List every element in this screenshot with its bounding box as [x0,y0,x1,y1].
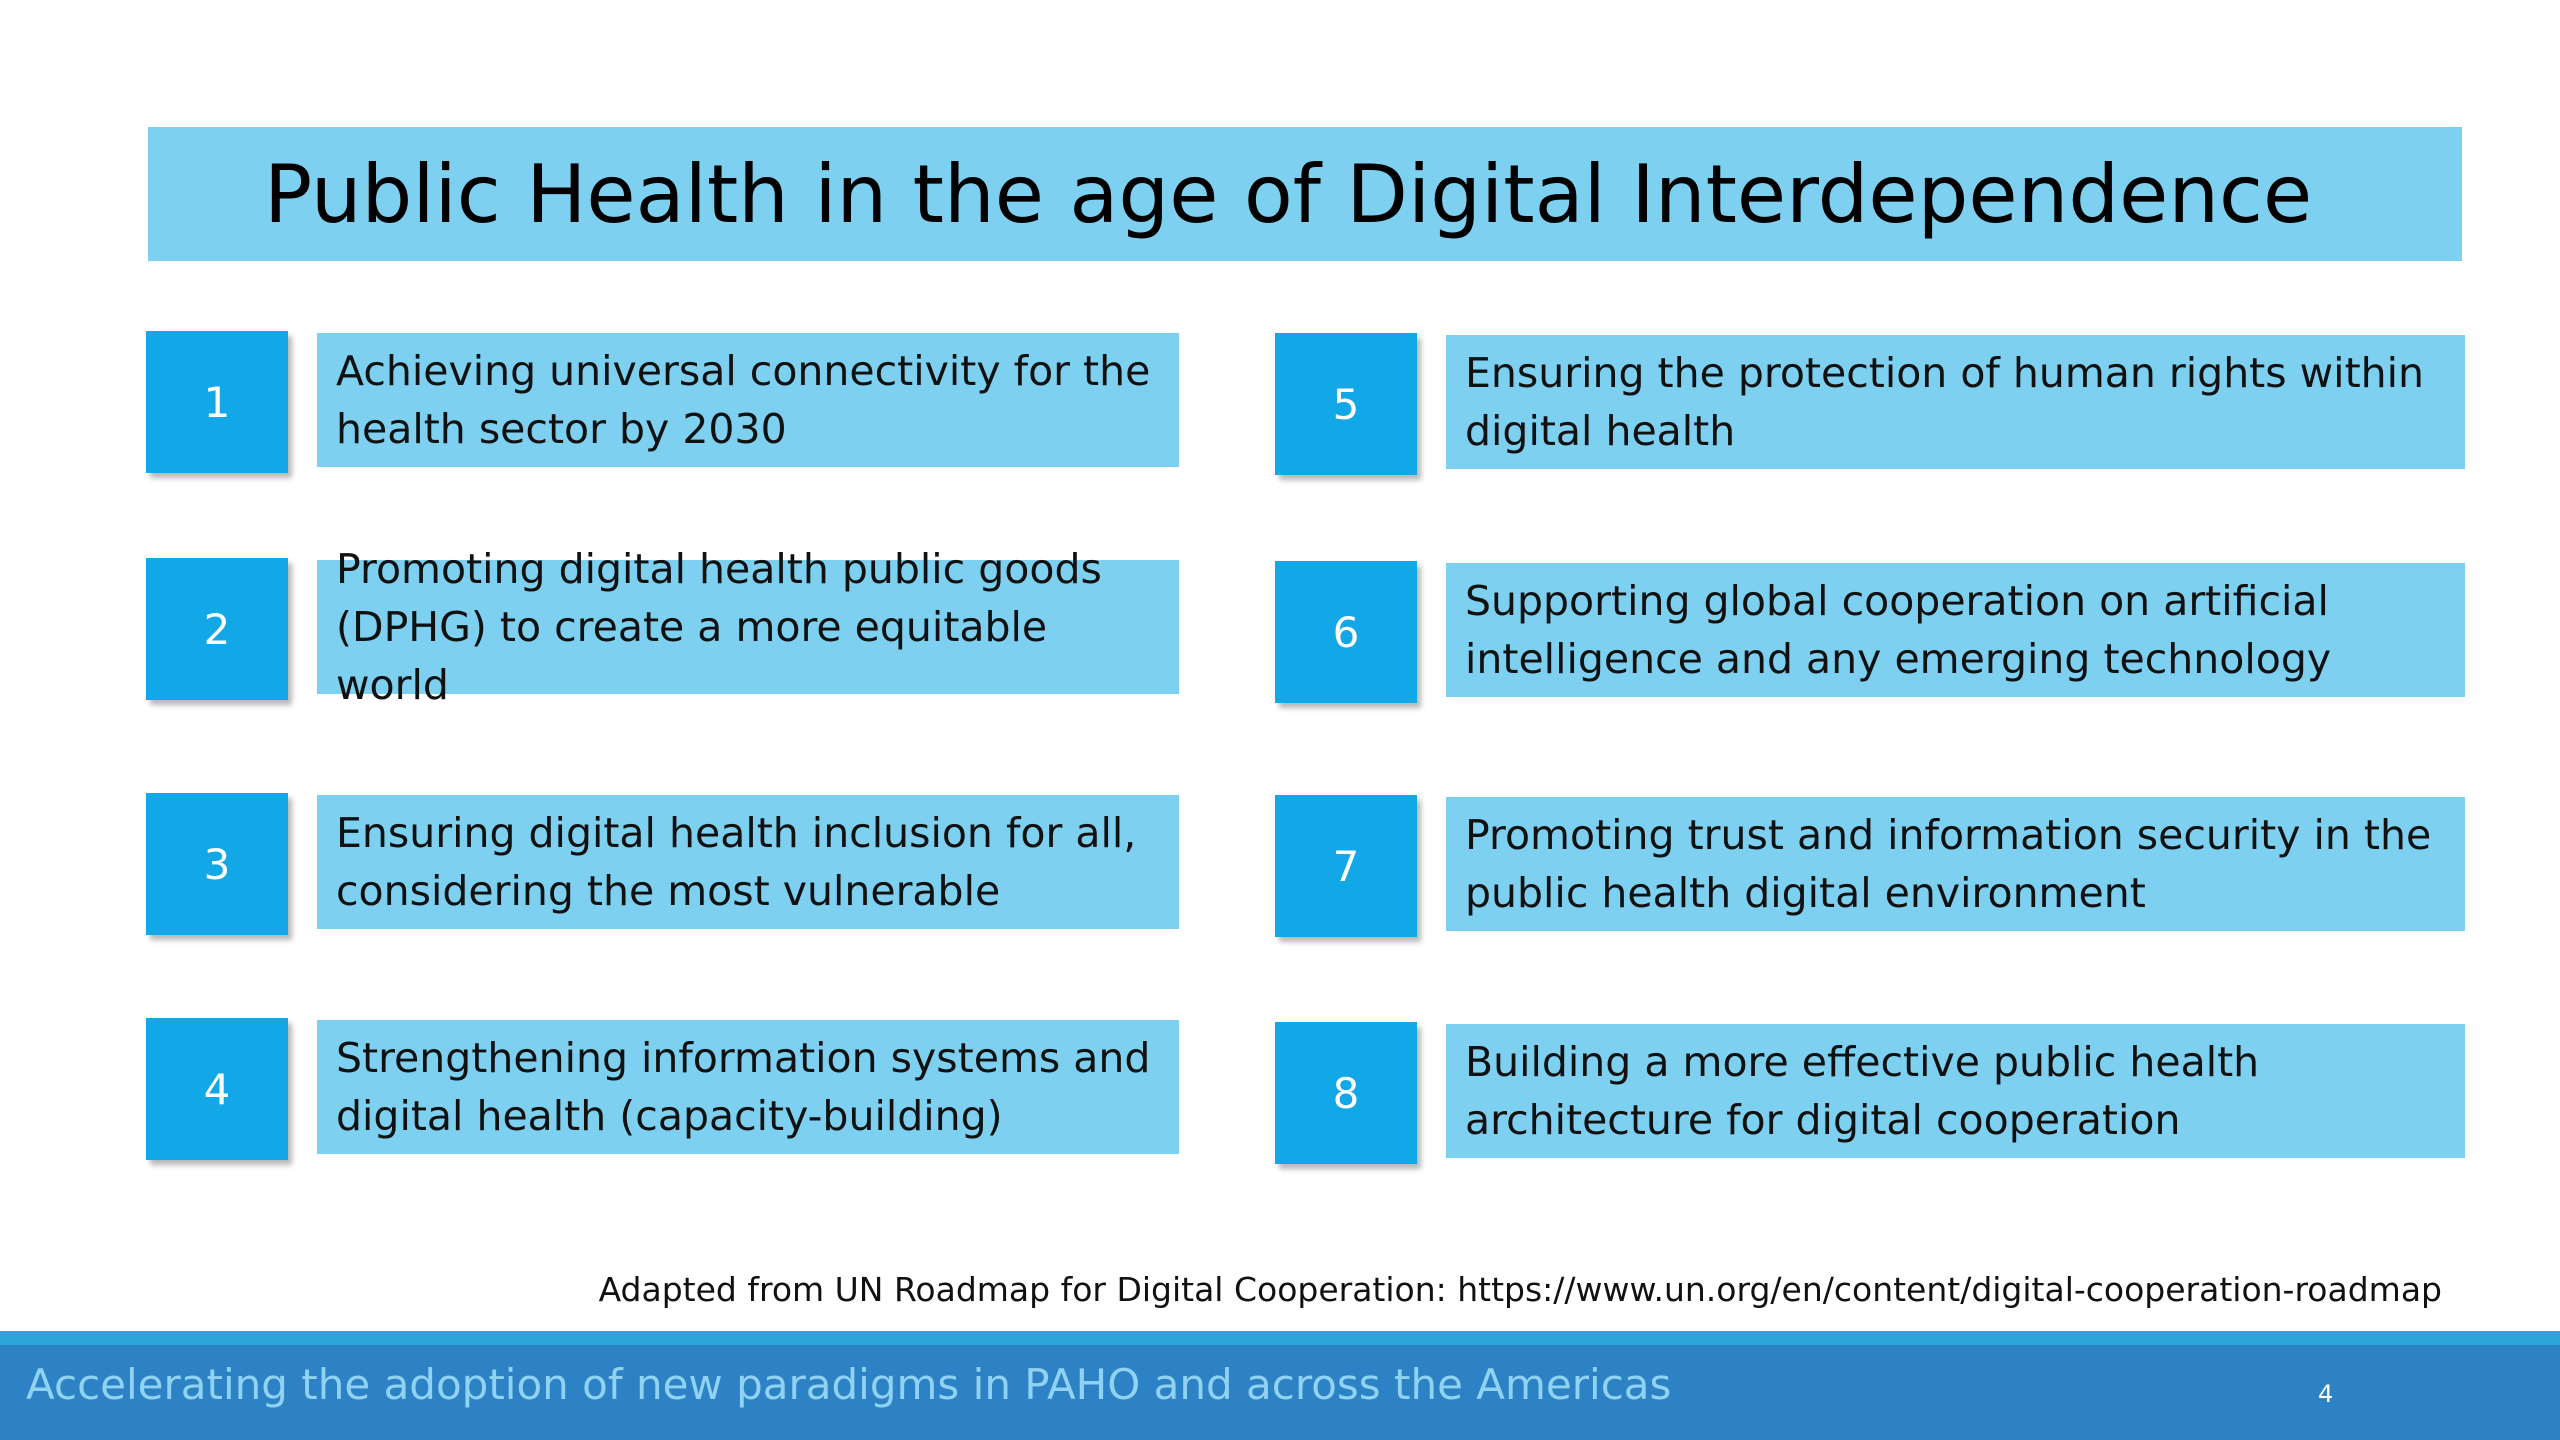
item-number-badge: 4 [146,1018,288,1160]
item-description: Promoting digital health public goods (D… [317,545,1179,709]
item-description: Promoting trust and information security… [1446,797,2465,931]
item-description: Ensuring digital health inclusion for al… [317,795,1179,929]
item-description: Strengthening information systems and di… [317,1020,1179,1154]
item-description: Supporting global cooperation on artific… [1446,563,2465,697]
item-description: Building a more effective public health … [1446,1024,2465,1158]
page-number: 4 [2318,1380,2334,1408]
item-description: Achieving universal connectivity for the… [317,333,1179,467]
footer-accent-stripe [0,1331,2560,1345]
source-note: Adapted from UN Roadmap for Digital Coop… [598,1270,2442,1309]
footer-tagline: Accelerating the adoption of new paradig… [26,1360,1672,1409]
slide-title: Public Health in the age of Digital Inte… [264,147,2313,241]
item-number-badge: 5 [1275,333,1417,475]
item-description: Ensuring the protection of human rights … [1446,335,2465,469]
item-number-badge: 3 [146,793,288,935]
title-bar: Public Health in the age of Digital Inte… [148,127,2462,261]
item-number-badge: 7 [1275,795,1417,937]
footer-bar [0,1345,2560,1440]
item-number-badge: 6 [1275,561,1417,703]
item-number-badge: 2 [146,558,288,700]
item-number-badge: 1 [146,331,288,473]
item-number-badge: 8 [1275,1022,1417,1164]
